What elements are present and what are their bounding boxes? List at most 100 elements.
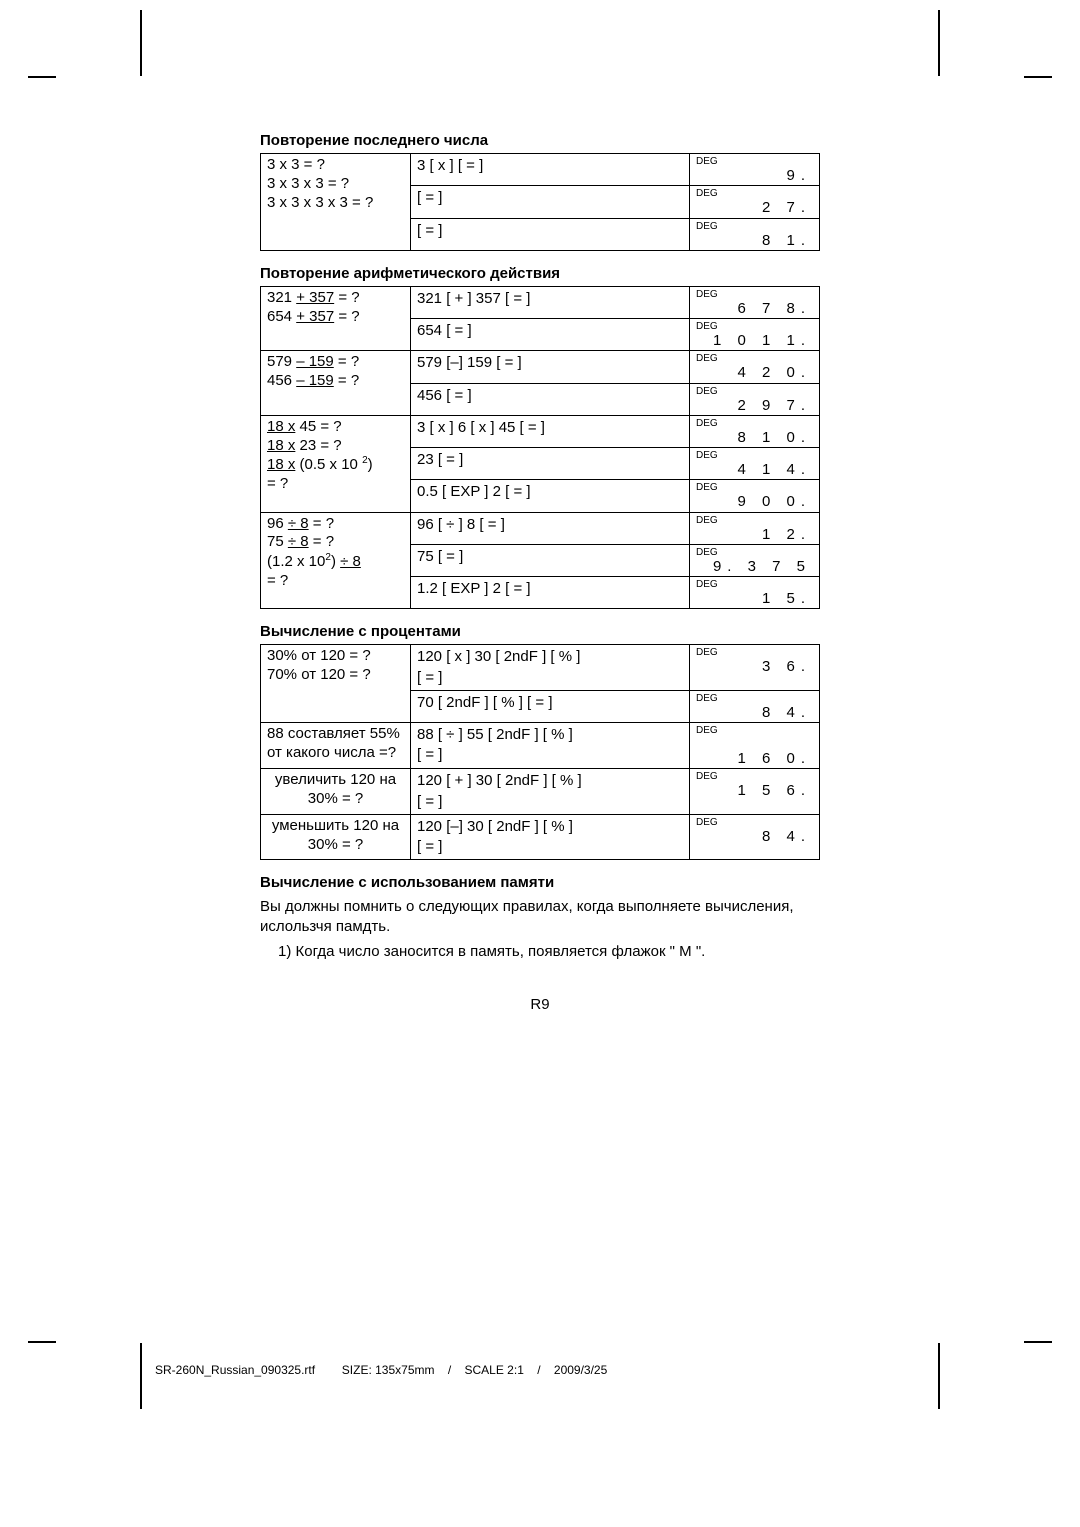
crop-mark xyxy=(28,76,56,78)
footer-file: SR-260N_Russian_090325.rtf xyxy=(155,1363,315,1377)
section1-problem: 3 x 3 = ? 3 x 3 x 3 = ? 3 x 3 x 3 x 3 = … xyxy=(261,154,411,251)
page-content: Повторение последнего числа 3 x 3 = ? 3 … xyxy=(260,132,820,1013)
result-value: 3 6. xyxy=(700,658,813,675)
table-cell: 96 [ ÷ ] 8 [ = ] xyxy=(411,512,690,544)
table-cell: DEG 8 1. xyxy=(690,218,820,250)
deg-label: DEG xyxy=(696,645,813,658)
table-cell: DEG 8 4. xyxy=(690,814,820,860)
table-cell: 3 [ x ] 6 [ x ] 45 [ = ] xyxy=(411,415,690,447)
footer-size: SIZE: 135x75mm xyxy=(342,1363,435,1377)
table-cell: DEG 2 9 7. xyxy=(690,383,820,415)
deg-label: DEG xyxy=(696,723,813,736)
table-cell: [ = ] xyxy=(411,186,690,218)
deg-label: DEG xyxy=(696,351,813,364)
section4-body: Вы должны помнить о следующих правилах, … xyxy=(260,897,820,936)
table-cell: 654 [ = ] xyxy=(411,319,690,351)
table-cell: DEG 9. 3 7 5 xyxy=(690,544,820,576)
table-cell: DEG 1 5. xyxy=(690,577,820,609)
result-value: 1 6 0. xyxy=(700,750,813,767)
section1-table: 3 x 3 = ? 3 x 3 x 3 = ? 3 x 3 x 3 x 3 = … xyxy=(260,153,820,251)
section2-title: Повторение арифметического действия xyxy=(260,265,820,282)
footer-scale: SCALE 2:1 xyxy=(465,1363,524,1377)
result-value: 1 2. xyxy=(700,526,813,543)
page-number: R9 xyxy=(260,996,820,1013)
table-cell: DEG 1 6 0. xyxy=(690,723,820,769)
table-cell: DEG 1 5 6. xyxy=(690,769,820,815)
table-cell: [ = ] xyxy=(411,218,690,250)
table-cell: DEG 9 0 0. xyxy=(690,480,820,512)
deg-label: DEG xyxy=(696,416,813,429)
table-cell: 0.5 [ EXP ] 2 [ = ] xyxy=(411,480,690,512)
deg-label: DEG xyxy=(696,287,813,300)
section2-problem: 96 ÷ 8 = ?75 ÷ 8 = ?(1.2 x 102) ÷ 8= ? xyxy=(261,512,411,609)
section4-rule: 1) Когда число заносится в память, появл… xyxy=(260,942,820,962)
crop-mark xyxy=(28,1341,56,1343)
section3-problem: увеличить 120 на 30% = ? xyxy=(261,769,411,815)
result-value: 1 5. xyxy=(700,590,813,607)
deg-label: DEG xyxy=(696,219,813,232)
result-value: 9 0 0. xyxy=(700,493,813,510)
section2-table: 321 + 357 = ?654 + 357 = ? 321 [ + ] 357… xyxy=(260,286,820,610)
result-value: 9. xyxy=(700,167,813,184)
result-value: 8 4. xyxy=(700,828,813,845)
table-cell: 120 [–] 30 [ 2ndF ] [ % ] [ = ] xyxy=(411,814,690,860)
table-cell: DEG 3 6. xyxy=(690,645,820,691)
table-cell: 88 [ ÷ ] 55 [ 2ndF ] [ % ] [ = ] xyxy=(411,723,690,769)
section2-problem: 321 + 357 = ?654 + 357 = ? xyxy=(261,286,411,351)
result-value: 6 7 8. xyxy=(700,300,813,317)
deg-label: DEG xyxy=(696,480,813,493)
table-cell: DEG 1 0 1 1. xyxy=(690,319,820,351)
section1-title: Повторение последнего числа xyxy=(260,132,820,149)
table-cell: 70 [ 2ndF ] [ % ] [ = ] xyxy=(411,690,690,722)
deg-label: DEG xyxy=(696,384,813,397)
crop-mark xyxy=(938,1343,940,1409)
result-value: 4 2 0. xyxy=(700,364,813,381)
section3-problem: уменьшить 120 на 30% = ? xyxy=(261,814,411,860)
deg-label: DEG xyxy=(696,448,813,461)
table-cell: DEG 4 1 4. xyxy=(690,448,820,480)
table-cell: 23 [ = ] xyxy=(411,448,690,480)
table-cell: DEG 6 7 8. xyxy=(690,286,820,318)
table-cell: DEG 4 2 0. xyxy=(690,351,820,383)
crop-mark xyxy=(938,10,940,76)
deg-label: DEG xyxy=(696,154,813,167)
result-value: 1 5 6. xyxy=(700,782,813,799)
table-cell: 120 [ x ] 30 [ 2ndF ] [ % ] [ = ] xyxy=(411,645,690,691)
table-cell: 1.2 [ EXP ] 2 [ = ] xyxy=(411,577,690,609)
section3-table: 30% от 120 = ? 70% от 120 = ? 120 [ x ] … xyxy=(260,644,820,860)
crop-mark xyxy=(140,1343,142,1409)
table-cell: 3 [ x ] [ = ] xyxy=(411,154,690,186)
deg-label: DEG xyxy=(696,545,813,558)
deg-label: DEG xyxy=(696,769,813,782)
table-cell: DEG 9. xyxy=(690,154,820,186)
crop-mark xyxy=(1024,76,1052,78)
deg-label: DEG xyxy=(696,691,813,704)
result-value: 8 1 0. xyxy=(700,429,813,446)
crop-mark xyxy=(140,10,142,76)
section3-problem: 88 составляет 55% от какого числа =? xyxy=(261,723,411,769)
section3-title: Вычисление с процентами xyxy=(260,623,820,640)
deg-label: DEG xyxy=(696,186,813,199)
result-value: 2 9 7. xyxy=(700,397,813,414)
deg-label: DEG xyxy=(696,577,813,590)
result-value: 2 7. xyxy=(700,199,813,216)
result-value: 8 1. xyxy=(700,232,813,249)
table-cell: 579 [–] 159 [ = ] xyxy=(411,351,690,383)
result-value: 8 4. xyxy=(700,704,813,721)
deg-label: DEG xyxy=(696,319,813,332)
section2-problem: 18 x 45 = ?18 x 23 = ?18 x (0.5 x 10 2)=… xyxy=(261,415,411,512)
crop-mark xyxy=(1024,1341,1052,1343)
section4-title: Вычисление с использованием памяти xyxy=(260,874,820,891)
table-cell: 321 [ + ] 357 [ = ] xyxy=(411,286,690,318)
footer-date: 2009/3/25 xyxy=(554,1363,607,1377)
deg-label: DEG xyxy=(696,815,813,828)
table-cell: DEG 8 4. xyxy=(690,690,820,722)
table-cell: DEG 8 1 0. xyxy=(690,415,820,447)
section3-problem: 30% от 120 = ? 70% от 120 = ? xyxy=(261,645,411,723)
table-cell: DEG 1 2. xyxy=(690,512,820,544)
table-cell: 120 [ + ] 30 [ 2ndF ] [ % ] [ = ] xyxy=(411,769,690,815)
table-cell: 75 [ = ] xyxy=(411,544,690,576)
footer: SR-260N_Russian_090325.rtf SIZE: 135x75m… xyxy=(155,1363,607,1377)
deg-label: DEG xyxy=(696,513,813,526)
table-cell: 456 [ = ] xyxy=(411,383,690,415)
